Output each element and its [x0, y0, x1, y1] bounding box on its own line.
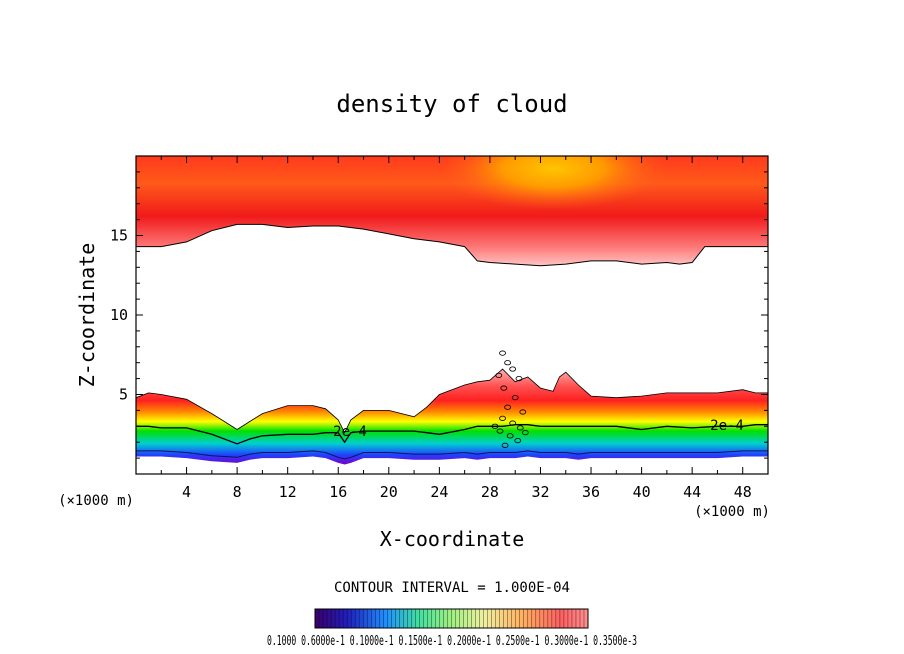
x-unit-right: (×1000 m) [694, 504, 770, 520]
x-axis-label: X-coordinate [380, 527, 525, 551]
cell-contour [504, 404, 512, 410]
x-unit-left: (×1000 m) [58, 493, 134, 509]
x-tick-label: 32 [531, 483, 549, 501]
y-tick-label: 10 [110, 306, 128, 324]
x-tick-label: 40 [633, 483, 651, 501]
convective-cell-contours [491, 350, 529, 448]
x-tick-label: 28 [481, 483, 499, 501]
cell-contour [515, 375, 523, 382]
x-axis: 4 8 12 16 20 24 28 32 36 40 44 48 [160, 156, 752, 501]
cell-contour [506, 433, 514, 439]
x-tick-label: 48 [734, 483, 752, 501]
y-tick-label: 5 [119, 386, 128, 404]
cell-contour [509, 366, 517, 372]
y-axis: 5 10 15 [110, 171, 768, 459]
lower-cloud-layer [136, 369, 768, 465]
lower-cloud-base-contour [136, 450, 768, 460]
x-tick-label: 36 [582, 483, 600, 501]
cell-contour [521, 430, 529, 436]
x-tick-label: 12 [279, 483, 297, 501]
y-axis-label: Z-coordinate [75, 243, 99, 388]
x-tick-label: 20 [380, 483, 398, 501]
cell-contour [516, 425, 524, 431]
colorbar-stripes [318, 609, 585, 628]
cell-contour [509, 420, 517, 426]
cell-contour [499, 350, 506, 356]
cell-contour [496, 428, 504, 434]
contour-line-2e-4 [136, 424, 768, 445]
cell-contour [514, 438, 522, 444]
colorbar-labels: 0.1000 0.6000e-1 0.1000e-1 0.1500e-1 0.2… [267, 634, 637, 649]
x-tick-label: 16 [329, 483, 347, 501]
contour-label-left: 2e-4 [333, 424, 367, 440]
x-tick-label: 8 [233, 483, 242, 501]
cell-contour [504, 360, 512, 366]
upper-cloud-core [439, 156, 667, 211]
chart-title: density of cloud [336, 90, 567, 118]
cell-contour [501, 442, 509, 448]
cell-contour [499, 415, 506, 421]
x-tick-label: 24 [430, 483, 448, 501]
cell-contour [495, 372, 503, 379]
cell-contour [491, 423, 499, 429]
contour-interval-text: CONTOUR INTERVAL = 1.000E-04 [334, 580, 570, 596]
cell-contour [500, 385, 508, 391]
x-tick-label: 44 [683, 483, 701, 501]
cell-contour [519, 409, 527, 415]
y-tick-label: 15 [110, 227, 128, 245]
cell-contour [511, 395, 519, 401]
upper-cloud-outline [136, 223, 768, 267]
contour-label-right: 2e-4 [710, 418, 744, 434]
x-tick-label: 4 [182, 483, 191, 501]
lower-cloud-outline [136, 368, 768, 434]
